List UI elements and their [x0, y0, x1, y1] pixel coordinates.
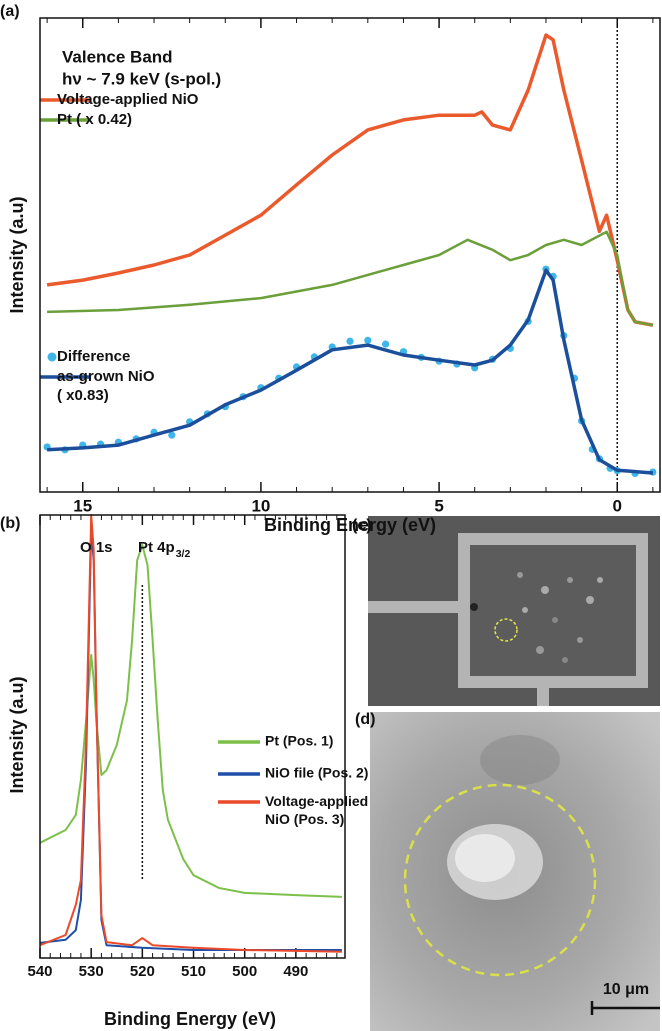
data-point [364, 336, 372, 344]
x-axis-label: Binding Energy (eV) [104, 1009, 276, 1029]
legend-label: Difference [57, 348, 130, 365]
panel-label: (b) [0, 515, 20, 532]
x-tick-label: 540 [27, 963, 52, 980]
data-point [382, 340, 390, 348]
legend-label: Pt ( x 0.42) [57, 111, 132, 128]
series-line [39, 544, 342, 898]
x-axis-label: Binding Energy (eV) [264, 515, 436, 535]
x-tick-label: 0 [613, 496, 622, 515]
plot: 540 530 520 510 500 490 Pt (Pos. 1) NiO file (P… [7, 514, 368, 1029]
annotation: Pt 4p [138, 539, 175, 556]
legend-label: Pt (Pos. 1) [265, 733, 333, 749]
x-tick-label: 520 [130, 963, 155, 980]
x-tick-label: 490 [283, 963, 308, 980]
plot: 15 10 5 0 Voltage-applied NiO Pt ( x 0.42) Dif… [7, 17, 661, 535]
annotation: Valence Band [62, 47, 173, 66]
plot-frame [39, 514, 346, 959]
y-axis-label: Intensity (a.u) [7, 676, 27, 793]
plot-frame [39, 17, 661, 493]
x-tick-label: 510 [181, 963, 206, 980]
scale-bar-label: 10 μm [603, 981, 649, 998]
x-tick-label: 5 [434, 496, 443, 515]
legend-marker [47, 352, 57, 362]
annotation: hν ~ 7.9 keV (s-pol.) [62, 69, 221, 88]
sem-image-c [368, 516, 660, 706]
panel-label: (a) [0, 3, 20, 20]
panel-label: (d) [355, 711, 375, 728]
series-line [39, 514, 342, 953]
sem-image-d [370, 712, 660, 1031]
x-tick-label: 15 [73, 496, 92, 515]
y-axis-label: Intensity (a.u) [7, 196, 27, 313]
x-tick-label: 500 [232, 963, 257, 980]
data-point [346, 337, 354, 345]
legend-label: Voltage-applied NiO (Pos. 3) [265, 793, 368, 827]
series-line [47, 230, 654, 327]
legend-label: NiO file (Pos. 2) [265, 765, 368, 781]
x-tick-label: 530 [79, 963, 104, 980]
annotation-subscript: 3/2 [176, 548, 191, 560]
series-line [47, 268, 654, 475]
legend-label: Voltage-applied NiO [57, 91, 199, 108]
x-tick-label: 10 [251, 496, 270, 515]
annotation: O 1s [80, 539, 113, 556]
legend-label: as-grown NiO( x0.83) [57, 368, 155, 404]
panel-label: (c) [352, 517, 372, 534]
data-point [168, 431, 176, 439]
series-line [46, 33, 654, 327]
